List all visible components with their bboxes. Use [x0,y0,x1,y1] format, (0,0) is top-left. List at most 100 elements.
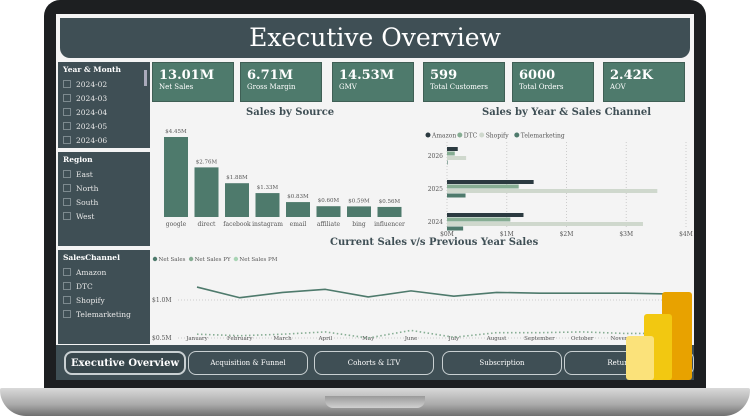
checkbox-icon[interactable] [63,268,71,276]
slicer-option[interactable]: West [63,209,145,223]
legend-marker [514,132,520,138]
kpi-label: Total Orders [519,83,564,91]
slicer-option[interactable]: Telemarketing [63,307,145,321]
nav-button[interactable]: Subscription [442,351,562,375]
bar[interactable] [347,206,371,217]
slicer-option[interactable]: Amazon [63,265,145,279]
slicer-option[interactable]: DTC [63,279,145,293]
slicer-option-label: 2024-05 [76,121,108,131]
slicer-option[interactable]: South [63,195,145,209]
slicer-option-label: 2024-02 [76,79,108,89]
chart-title-current-vs-py: Current Sales v/s Previous Year Sales [330,237,539,248]
bar[interactable] [447,193,466,198]
bar[interactable] [447,160,448,165]
checkbox-icon[interactable] [63,108,71,116]
x-tick-label: August [486,336,507,342]
slicer-sales-channel[interactable]: SalesChannel Amazon DTC Shopify Telemarketin… [58,250,150,344]
bar[interactable] [447,184,519,189]
y-tick-label: 2024 [428,219,443,226]
y-tick-label: $0.5M [152,335,172,342]
x-tick-label: September [524,336,555,342]
slicer-option-label: 2024-04 [76,107,108,117]
slicer-option-label: North [76,183,99,193]
chart-title-sales-by-year: Sales by Year & Sales Channel [482,107,652,118]
data-label: $0.59M [348,198,370,204]
slicer-option-label: Amazon [76,267,107,277]
x-tick-label: instagram [252,221,283,228]
data-label: $1.88M [226,175,248,181]
x-tick-label: $2M [560,231,574,237]
x-tick-label: $1M [500,231,514,237]
bar[interactable] [447,156,467,160]
bar[interactable] [447,222,643,226]
x-tick-label: July [447,336,460,342]
slicer-option-label: 2024-03 [76,93,108,103]
laptop-notch [325,396,425,408]
kpi-card: 6000 Total Orders [512,62,594,102]
slicer-option[interactable]: East [63,167,145,181]
slicer-option[interactable]: North [63,181,145,195]
bar[interactable] [316,206,341,217]
checkbox-icon[interactable] [63,184,71,192]
kpi-card: 2.42K AOV [603,62,685,102]
checkbox-icon[interactable] [63,296,71,304]
bar[interactable] [447,226,464,231]
slicer-option-label: West [76,211,95,221]
power-bi-logo-icon [626,292,692,380]
bar[interactable] [447,189,658,193]
kpi-value: 6000 [519,68,556,83]
kpi-label: Net Sales [159,83,194,91]
nav-button[interactable]: Cohorts & LTV [314,351,434,375]
page-title: Executive Overview [60,18,690,58]
bar[interactable] [194,167,219,217]
checkbox-icon[interactable] [63,80,71,88]
checkbox-icon[interactable] [63,212,71,220]
data-label: $1.33M [257,185,279,191]
legend-label: Net Sales [159,257,186,263]
data-label: $0.56M [379,199,401,205]
slicer-option[interactable]: 2024-05 [63,119,145,133]
legend-label: Telemarketing [521,133,565,140]
bar[interactable] [286,202,310,217]
checkbox-icon[interactable] [63,170,71,178]
slicer-scrollbar[interactable] [144,70,147,86]
checkbox-icon[interactable] [63,94,71,102]
slicer-region[interactable]: Region East North South West [58,152,150,246]
bar[interactable] [255,193,280,217]
kpi-value: 2.42K [610,68,653,83]
x-tick-label: facebook [223,221,251,228]
bar[interactable] [447,213,524,217]
nav-button[interactable]: Executive Overview [64,351,186,375]
x-tick-label: June [404,336,418,342]
bar[interactable] [447,147,458,151]
chart-title-sales-by-source: Sales by Source [246,107,335,118]
kpi-card: 6.71M Gross Margin [240,62,322,102]
page-navigation: Executive Overview Acquisition & Funnel Co… [56,345,694,380]
x-tick-label: May [362,336,375,342]
current-vs-previous-chart: Net Sales Net Sales PY Net Sales PM $1.0M $0… [152,256,694,342]
checkbox-icon[interactable] [63,198,71,206]
bar[interactable] [377,206,402,217]
slicer-option[interactable]: 2024-02 [63,77,145,91]
slicer-option[interactable]: 2024-03 [63,91,145,105]
kpi-label: AOV [610,83,626,91]
nav-button[interactable]: Acquisition & Funnel [188,351,308,375]
checkbox-icon[interactable] [63,310,71,318]
checkbox-icon[interactable] [63,282,71,290]
x-tick-label: February [227,336,253,342]
x-tick-label: affiliate [317,221,341,228]
slicer-option[interactable]: Shopify [63,293,145,307]
bar[interactable] [447,151,455,156]
slicer-option[interactable]: 2024-06 [63,133,145,147]
series-line [196,329,668,339]
checkbox-icon[interactable] [63,136,71,144]
bar[interactable] [447,217,511,222]
legend-marker [457,132,463,138]
slicer-option-label: South [76,197,99,207]
bar[interactable] [447,180,534,184]
slicer-year-month[interactable]: Year & Month 2024-02 2024-03 2024-04 2024-05… [58,62,150,148]
bar[interactable] [164,137,188,217]
checkbox-icon[interactable] [63,122,71,130]
bar[interactable] [225,183,249,217]
slicer-option[interactable]: 2024-04 [63,105,145,119]
